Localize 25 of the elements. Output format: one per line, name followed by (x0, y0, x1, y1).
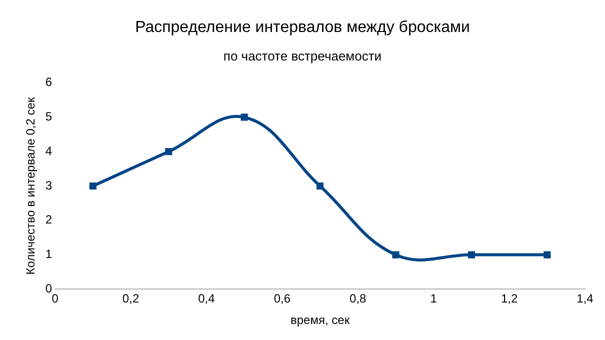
y-tick-label: 6 (45, 75, 52, 90)
x-tick-label: 1,4 (576, 292, 594, 306)
y-tick-label: 4 (45, 144, 52, 158)
x-tick-label: 0,8 (350, 292, 367, 306)
y-tick-label: 5 (45, 110, 52, 124)
x-tick-label: 0,2 (122, 292, 140, 306)
chart-title: Распределение интервалов между бросками (135, 19, 470, 36)
y-axis-title: Количество в интервале 0,2 сек (24, 96, 38, 275)
point (240, 114, 248, 121)
y-tick-label: 0 (45, 282, 52, 296)
y-tick-label: 1 (45, 247, 52, 262)
point (544, 251, 551, 258)
x-tick-label: 1 (430, 292, 438, 306)
x-tick-label: 0,6 (274, 292, 291, 306)
point (392, 251, 400, 258)
x-tick-label: 1,2 (500, 292, 518, 306)
chart-subtitle: по частоте встречаемости (223, 48, 382, 64)
point (165, 148, 172, 156)
y-tick-label: 3 (45, 178, 52, 192)
point (468, 251, 475, 258)
point (316, 182, 324, 190)
x-axis-title: время, сек (290, 313, 350, 328)
x-tick-label: 0,4 (198, 292, 216, 306)
y-tick-label: 2 (45, 212, 52, 227)
point (89, 182, 96, 190)
